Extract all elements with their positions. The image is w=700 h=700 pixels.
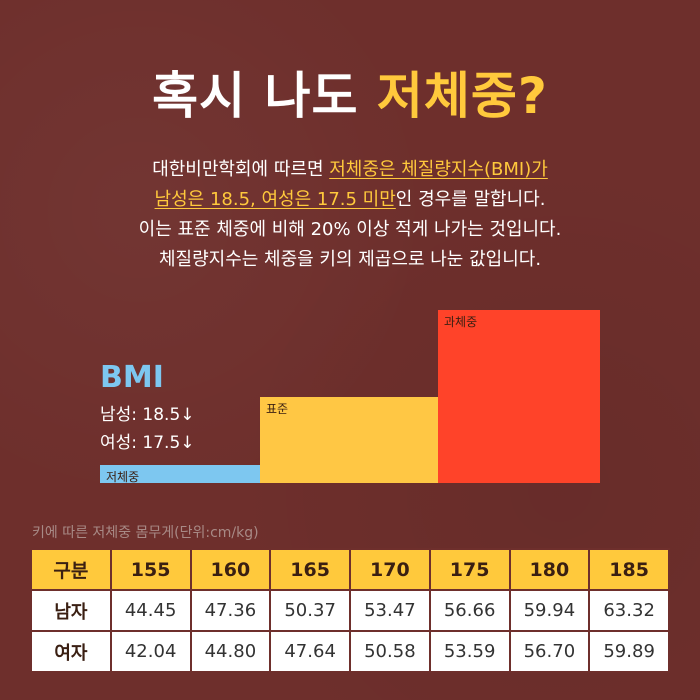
title-highlight: 저체중? — [376, 67, 548, 125]
table-cell: 50.37 — [269, 589, 351, 632]
desc-line-1: 대한비만학회에 따르면 저체중은 체질량지수(BMI)가 — [0, 155, 700, 185]
weight-table: 구분 155 160 165 170 175 180 185 남자 44.45 … — [30, 548, 670, 673]
header-cell: 185 — [588, 548, 670, 591]
table-cell: 53.59 — [428, 630, 511, 673]
table-caption: 키에 따른 저체중 몸무게(단위:cm/kg) — [32, 525, 259, 541]
bar-label-underweight: 저체중 — [106, 470, 140, 484]
table-cell: 50.58 — [349, 630, 431, 673]
table-cell: 44.45 — [109, 589, 192, 632]
table-cell: 42.04 — [109, 630, 192, 673]
row-label: 여자 — [30, 630, 112, 673]
bar-label-normal: 표준 — [266, 402, 289, 416]
bar-normal — [260, 397, 438, 483]
desc-line-2: 남성은 18.5, 여성은 17.5 미만인 경우를 말합니다. — [0, 185, 700, 215]
page-title: 혹시 나도 저체중? — [0, 56, 700, 128]
desc-line-2-text: 인 경우를 말합니다. — [395, 189, 546, 210]
header-cell: 170 — [349, 548, 431, 591]
description: 대한비만학회에 따르면 저체중은 체질량지수(BMI)가 남성은 18.5, 여… — [0, 155, 700, 275]
header-cell: 175 — [428, 548, 511, 591]
header-cell: 구분 — [30, 548, 112, 591]
desc-line-2-highlight: 남성은 18.5, 여성은 17.5 미만 — [154, 189, 396, 210]
table-cell: 47.36 — [189, 589, 272, 632]
table-cell: 63.32 — [588, 589, 670, 632]
header-cell: 165 — [269, 548, 351, 591]
bar-overweight — [438, 310, 600, 483]
table-cell: 59.89 — [588, 630, 670, 673]
table-cell: 56.66 — [428, 589, 511, 632]
row-label: 남자 — [30, 589, 112, 632]
bmi-female: 여성: 17.5↓ — [100, 433, 195, 453]
table-cell: 59.94 — [508, 589, 591, 632]
title-text: 혹시 나도 — [152, 67, 377, 125]
table-header-row: 구분 155 160 165 170 175 180 185 — [30, 548, 670, 591]
header-cell: 160 — [189, 548, 272, 591]
desc-line-1-text: 대한비만학회에 따르면 — [152, 159, 330, 180]
bmi-male: 남성: 18.5↓ — [100, 405, 195, 425]
table-cell: 44.80 — [189, 630, 272, 673]
header-cell: 180 — [508, 548, 591, 591]
header-cell: 155 — [109, 548, 192, 591]
table-cell: 47.64 — [269, 630, 351, 673]
bar-underweight — [100, 465, 260, 483]
table-row: 여자 42.04 44.80 47.64 50.58 53.59 56.70 5… — [30, 630, 670, 673]
table-cell: 53.47 — [349, 589, 431, 632]
table-row: 남자 44.45 47.36 50.37 53.47 56.66 59.94 6… — [30, 589, 670, 632]
bmi-heading: BMI — [100, 360, 164, 395]
desc-line-4: 체질량지수는 체중을 키의 제곱으로 나눈 값입니다. — [158, 249, 542, 270]
desc-line-1-highlight: 저체중은 체질량지수(BMI)가 — [329, 159, 548, 180]
bar-label-overweight: 과체중 — [444, 315, 478, 329]
desc-line-3: 이는 표준 체중에 비해 20% 이상 적게 나가는 것입니다. — [138, 219, 562, 240]
table-cell: 56.70 — [508, 630, 591, 673]
